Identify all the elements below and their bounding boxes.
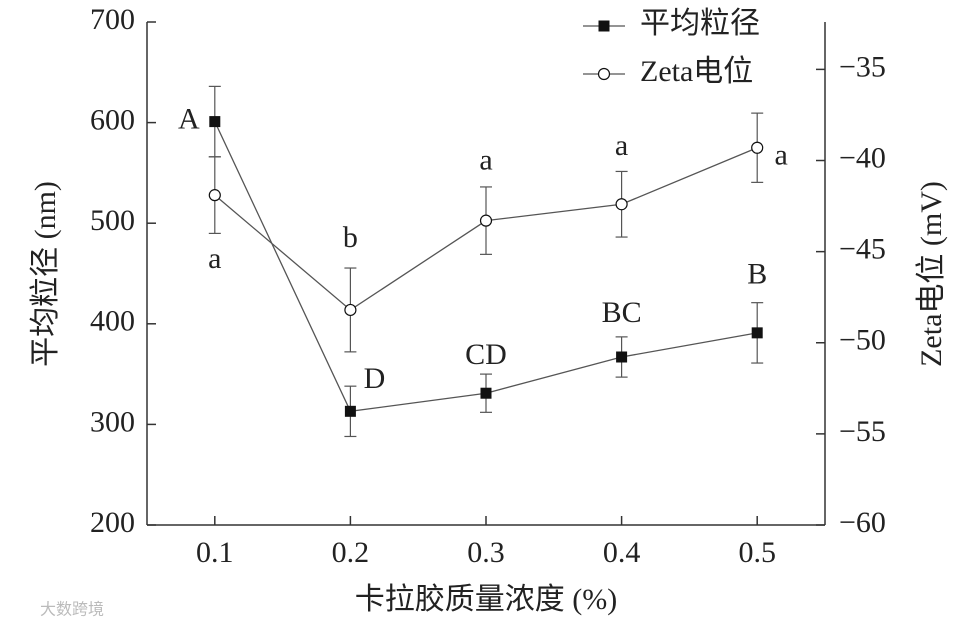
y-tick-label: 300 xyxy=(90,405,135,438)
significance-letter: a xyxy=(775,139,788,172)
data-point xyxy=(208,189,221,202)
significance-letter: B xyxy=(747,258,767,291)
legend-label: 平均粒径 xyxy=(640,7,760,40)
significance-letter: D xyxy=(364,362,386,395)
significance-letter: b xyxy=(343,221,358,254)
significance-letter: a xyxy=(615,129,628,162)
y2-tick-label: −50 xyxy=(839,324,886,357)
y-axis-label: 平均粒径 (nm) xyxy=(29,181,62,367)
x-tick-label: 0.4 xyxy=(603,536,641,569)
watermark: 大数跨境 xyxy=(40,600,104,619)
y2-tick-label: −60 xyxy=(839,506,886,539)
y2-axis-label: Zeta电位 (mV) xyxy=(915,181,948,367)
data-point xyxy=(480,387,492,399)
data-point xyxy=(615,198,628,211)
y-tick-label: 200 xyxy=(90,506,135,539)
significance-letter: A xyxy=(178,102,200,135)
data-point xyxy=(751,141,764,154)
y-tick-label: 700 xyxy=(90,3,135,36)
y-tick-label: 600 xyxy=(90,103,135,136)
y2-tick-label: −55 xyxy=(839,415,886,448)
y2-tick-label: −40 xyxy=(839,141,886,174)
significance-letter: a xyxy=(479,144,492,177)
significance-letter: a xyxy=(208,242,221,275)
y2-tick-label: −45 xyxy=(839,233,886,266)
significance-letter: CD xyxy=(465,338,507,371)
significance-letter: BC xyxy=(602,296,642,329)
x-axis-label: 卡拉胶质量浓度 (%) xyxy=(355,583,617,616)
x-tick-label: 0.5 xyxy=(738,536,776,569)
x-tick-label: 0.3 xyxy=(467,536,505,569)
x-tick-label: 0.2 xyxy=(332,536,370,569)
y-tick-label: 500 xyxy=(90,204,135,237)
data-point xyxy=(616,351,628,363)
x-tick-label: 0.1 xyxy=(196,536,234,569)
legend-marker xyxy=(597,67,611,81)
data-point xyxy=(344,405,356,417)
data-point xyxy=(209,116,221,128)
legend-marker xyxy=(598,20,610,32)
data-point xyxy=(751,327,763,339)
y-tick-label: 400 xyxy=(90,305,135,338)
y2-tick-label: −35 xyxy=(839,50,886,83)
data-point xyxy=(344,303,357,317)
data-point xyxy=(479,214,493,227)
legend-label: Zeta电位 xyxy=(640,55,753,88)
